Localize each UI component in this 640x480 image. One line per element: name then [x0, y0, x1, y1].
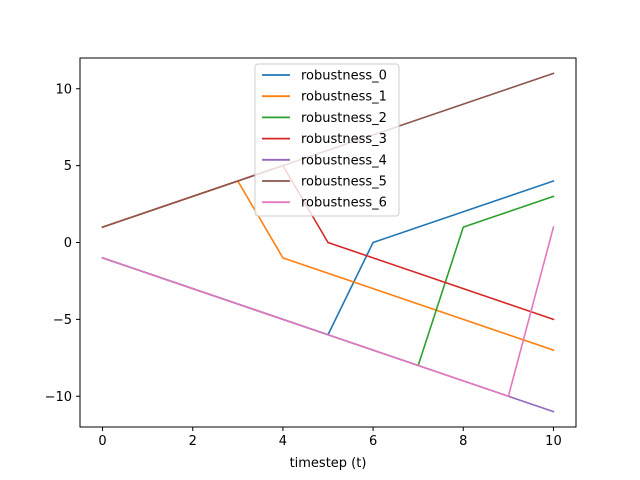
x-tick-label: 4 — [279, 434, 287, 449]
series-line-robustness_6 — [101, 226, 555, 398]
legend-label: robustness_1 — [301, 90, 387, 105]
x-axis-label: timestep (t) — [290, 456, 367, 471]
legend-label: robustness_4 — [301, 153, 387, 168]
x-tick-label: 8 — [459, 434, 467, 449]
legend: robustness_0 robustness_1 robustness_2robu… — [254, 63, 400, 217]
legend-label: robustness_6 — [301, 196, 387, 211]
legend-label: robustness_5 — [301, 175, 387, 190]
legend-label: robustness_3 — [301, 132, 387, 147]
x-axis-ticks: 0 2 4 6 8 10 — [98, 427, 562, 449]
legend-label: robustness_0 — [301, 69, 387, 84]
y-tick-label: −5 — [53, 313, 72, 328]
y-tick-label: −10 — [45, 390, 72, 405]
x-tick-label: 2 — [189, 434, 197, 449]
y-tick-label: 5 — [64, 159, 72, 174]
y-tick-label: 0 — [64, 236, 72, 251]
y-axis-ticks: −10 −5 0 5 10 — [45, 82, 80, 405]
legend-label: robustness_2 — [301, 111, 387, 126]
x-tick-label: 6 — [369, 434, 377, 449]
y-tick-label: 10 — [55, 82, 72, 97]
x-tick-label: 0 — [98, 434, 106, 449]
x-tick-label: 10 — [545, 434, 562, 449]
legend-box — [254, 63, 400, 217]
